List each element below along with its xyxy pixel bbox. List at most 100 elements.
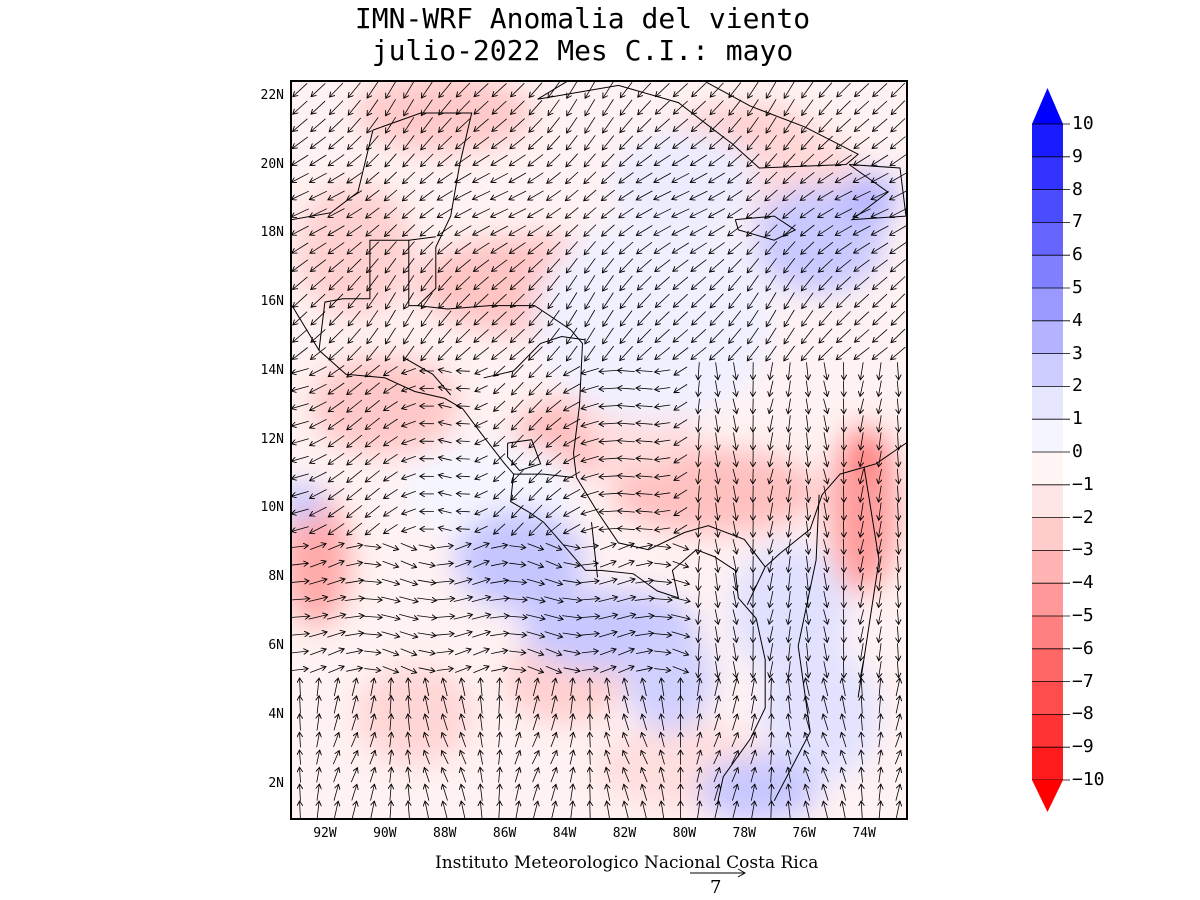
wind-vector bbox=[769, 539, 774, 554]
wind-vector bbox=[328, 505, 345, 517]
wind-vector bbox=[328, 470, 345, 482]
coastline-segment bbox=[857, 467, 880, 698]
wind-vector bbox=[564, 524, 581, 533]
wind-vector bbox=[655, 528, 671, 530]
wind-vector bbox=[836, 136, 852, 149]
wind-vector bbox=[765, 224, 778, 237]
wind-vector bbox=[456, 100, 471, 115]
wind-vector bbox=[617, 511, 635, 512]
wind-vector bbox=[310, 401, 327, 411]
wind-vector bbox=[384, 366, 398, 375]
wind-vector bbox=[548, 275, 561, 291]
colorbar-swatch bbox=[1032, 616, 1063, 649]
wind-vector bbox=[709, 154, 725, 166]
colorbar-swatch bbox=[1032, 648, 1063, 682]
wind-vector bbox=[564, 401, 581, 411]
lon-tick-label: 76W bbox=[792, 826, 816, 841]
wind-vector bbox=[891, 346, 906, 360]
wind-vector bbox=[890, 190, 906, 200]
wind-vector bbox=[529, 82, 543, 98]
wind-vector bbox=[567, 82, 578, 98]
wind-vector bbox=[674, 436, 688, 445]
wind-vector bbox=[698, 398, 700, 414]
coastline bbox=[292, 82, 906, 805]
wind-vector bbox=[636, 493, 653, 494]
wind-vector bbox=[402, 368, 416, 373]
wind-vector bbox=[548, 310, 560, 326]
wind-vector bbox=[475, 508, 488, 515]
wind-vector bbox=[853, 172, 871, 182]
wind-vector bbox=[529, 434, 543, 448]
wind-vector bbox=[348, 99, 361, 115]
wind-vector bbox=[801, 171, 815, 183]
wind-vector bbox=[715, 398, 718, 414]
wind-vector bbox=[293, 276, 308, 290]
wind-vector bbox=[292, 385, 309, 391]
wind-vector bbox=[310, 136, 327, 149]
wind-vector bbox=[674, 366, 688, 375]
wind-vector bbox=[566, 345, 578, 361]
wind-vector bbox=[581, 526, 599, 531]
wind-vector bbox=[599, 476, 618, 477]
wind-vector bbox=[843, 520, 844, 537]
wind-vector bbox=[438, 224, 453, 235]
wind-vector bbox=[328, 242, 345, 253]
wind-vector bbox=[365, 487, 380, 500]
lat-tick-label: 8N bbox=[268, 569, 284, 585]
wind-vector bbox=[715, 468, 718, 484]
wind-vector bbox=[310, 544, 326, 550]
wind-vector bbox=[546, 364, 562, 377]
wind-vector bbox=[728, 190, 743, 201]
wind-vector bbox=[603, 292, 614, 309]
wind-vector bbox=[691, 118, 707, 132]
wind-vector bbox=[437, 207, 453, 217]
wind-vector bbox=[292, 455, 309, 461]
wind-vector bbox=[421, 275, 433, 291]
coastline-segment bbox=[848, 164, 906, 221]
wind-vector bbox=[402, 508, 416, 514]
wind-vector bbox=[729, 117, 742, 133]
wind-vector bbox=[806, 415, 808, 432]
wind-vector bbox=[509, 154, 526, 166]
wind-vector bbox=[474, 136, 490, 149]
lat-tick-label: 10N bbox=[260, 500, 284, 516]
wind-vector bbox=[385, 241, 397, 255]
wind-vector bbox=[310, 489, 327, 499]
wind-vector bbox=[673, 118, 689, 131]
wind-vector bbox=[843, 538, 844, 554]
wind-vector bbox=[747, 171, 760, 183]
wind-vector bbox=[655, 423, 671, 425]
wind-vector bbox=[843, 502, 844, 521]
wind-vector bbox=[564, 436, 581, 446]
wind-vector bbox=[310, 172, 327, 182]
wind-vector bbox=[784, 292, 795, 310]
wind-vector bbox=[788, 380, 790, 397]
wind-vector bbox=[837, 276, 852, 290]
wind-vector bbox=[366, 224, 380, 236]
wind-vector bbox=[617, 458, 635, 459]
colorbar-swatch bbox=[1032, 353, 1063, 387]
wind-vector bbox=[529, 504, 543, 518]
wind-vector bbox=[421, 153, 434, 167]
wind-vector bbox=[674, 489, 688, 498]
wind-vector bbox=[529, 346, 543, 361]
wind-vector bbox=[456, 371, 470, 372]
wind-vector bbox=[620, 346, 633, 360]
wind-vector bbox=[654, 225, 672, 235]
wind-vector bbox=[548, 292, 560, 309]
wind-vector bbox=[748, 292, 759, 309]
wind-vector bbox=[766, 292, 777, 310]
wind-vector bbox=[421, 310, 433, 326]
wind-vector bbox=[386, 116, 397, 133]
wind-vector bbox=[823, 539, 828, 554]
wind-vector bbox=[585, 258, 596, 273]
wind-vector bbox=[386, 327, 397, 344]
wind-vector bbox=[527, 560, 544, 567]
wind-vector bbox=[367, 117, 379, 132]
wind-vector bbox=[529, 469, 543, 483]
wind-vector bbox=[546, 382, 562, 395]
wind-vector bbox=[602, 153, 615, 167]
wind-vector bbox=[365, 364, 380, 377]
wind-vector bbox=[853, 190, 871, 199]
wind-vector bbox=[879, 362, 881, 379]
